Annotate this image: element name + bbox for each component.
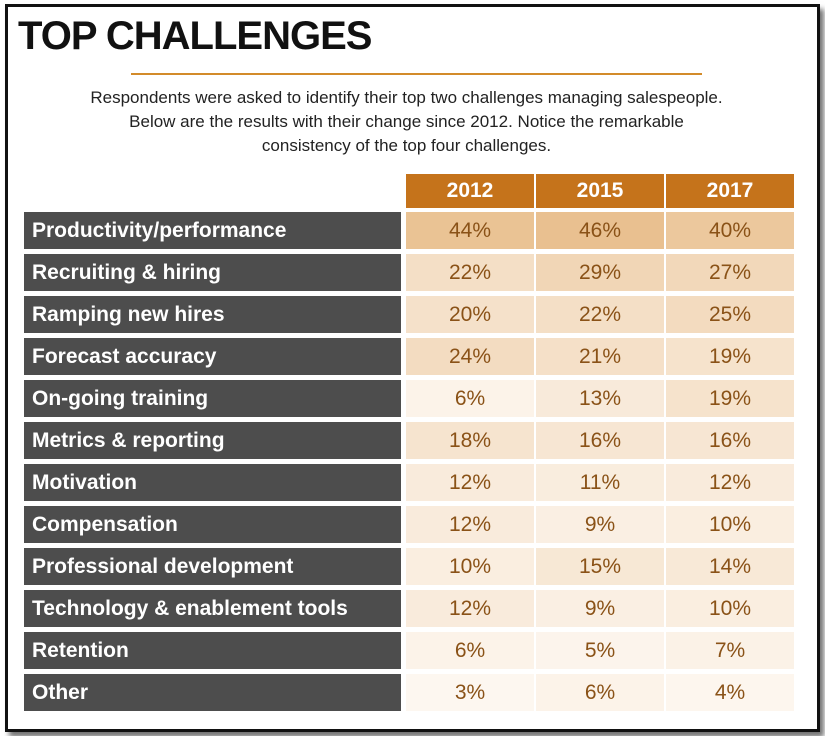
row-label: Retention — [24, 632, 401, 669]
value-cell: 6% — [536, 674, 664, 711]
title-divider — [131, 73, 702, 75]
value-cell: 40% — [666, 212, 794, 249]
value-cell: 19% — [666, 380, 794, 417]
value-cell: 3% — [406, 674, 534, 711]
subtitle-line: consistency of the top four challenges. — [261, 136, 552, 155]
value-cell: 16% — [536, 422, 664, 459]
value-cell: 29% — [536, 254, 664, 291]
subtitle: Respondents were asked to identify their… — [12, 86, 801, 158]
value-cell: 46% — [536, 212, 664, 249]
column-header-2017: 2017 — [666, 174, 794, 208]
value-cell: 10% — [666, 590, 794, 627]
value-cell: 12% — [666, 464, 794, 501]
value-cell: 15% — [536, 548, 664, 585]
value-cell: 9% — [536, 506, 664, 543]
value-cell: 12% — [406, 464, 534, 501]
value-cell: 19% — [666, 338, 794, 375]
value-cell: 4% — [666, 674, 794, 711]
row-label: Professional development — [24, 548, 401, 585]
value-cell: 22% — [406, 254, 534, 291]
value-cell: 21% — [536, 338, 664, 375]
row-label: Motivation — [24, 464, 401, 501]
row-label: Compensation — [24, 506, 401, 543]
value-cell: 44% — [406, 212, 534, 249]
value-cell: 9% — [536, 590, 664, 627]
subtitle-line: Below are the results with their change … — [129, 112, 684, 131]
value-cell: 11% — [536, 464, 664, 501]
value-cell: 24% — [406, 338, 534, 375]
row-label: Productivity/performance — [24, 212, 401, 249]
column-header-2015: 2015 — [536, 174, 664, 208]
row-label: Recruiting & hiring — [24, 254, 401, 291]
row-label: Technology & enablement tools — [24, 590, 401, 627]
value-cell: 22% — [536, 296, 664, 333]
value-cell: 12% — [406, 590, 534, 627]
column-header-2012: 2012 — [406, 174, 534, 208]
value-cell: 10% — [406, 548, 534, 585]
row-label: Other — [24, 674, 401, 711]
value-cell: 20% — [406, 296, 534, 333]
value-cell: 10% — [666, 506, 794, 543]
row-label: Forecast accuracy — [24, 338, 401, 375]
value-cell: 14% — [666, 548, 794, 585]
value-cell: 5% — [536, 632, 664, 669]
value-cell: 7% — [666, 632, 794, 669]
row-label: On-going training — [24, 380, 401, 417]
value-cell: 18% — [406, 422, 534, 459]
value-cell: 12% — [406, 506, 534, 543]
page-title: TOP CHALLENGES — [18, 14, 372, 58]
row-label: Ramping new hires — [24, 296, 401, 333]
value-cell: 13% — [536, 380, 664, 417]
value-cell: 6% — [406, 380, 534, 417]
value-cell: 25% — [666, 296, 794, 333]
value-cell: 27% — [666, 254, 794, 291]
value-cell: 6% — [406, 632, 534, 669]
subtitle-line: Respondents were asked to identify their… — [90, 88, 723, 107]
row-label: Metrics & reporting — [24, 422, 401, 459]
value-cell: 16% — [666, 422, 794, 459]
